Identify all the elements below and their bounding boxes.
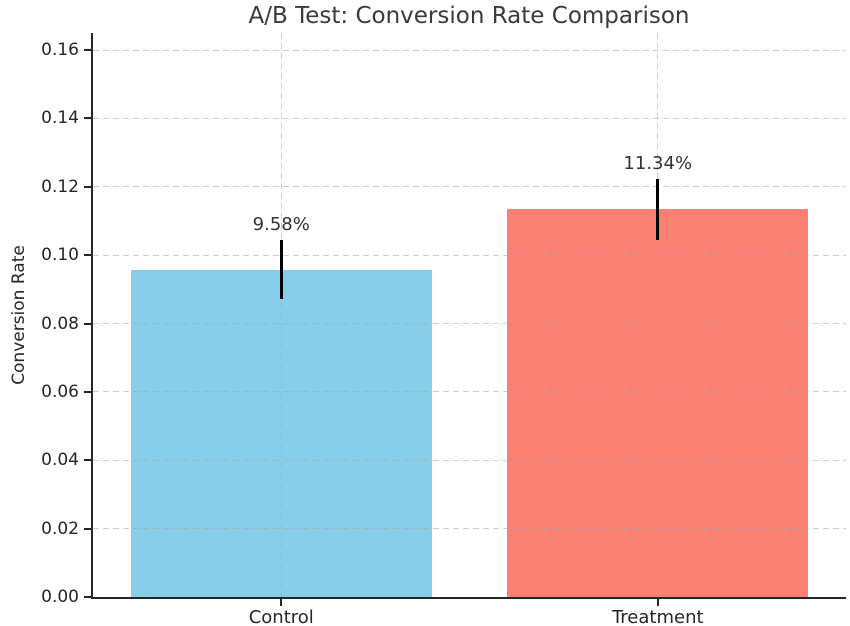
y-tick-mark: [84, 254, 91, 257]
x-tick-label-treatment: Treatment: [611, 607, 704, 626]
gridline-horizontal: [93, 117, 846, 119]
y-tick-label: 0.12: [41, 176, 79, 197]
y-tick-label: 0.06: [41, 381, 79, 402]
gridline-horizontal: [93, 459, 846, 461]
gridline-horizontal: [93, 49, 846, 51]
x-axis-spine: [91, 597, 846, 599]
x-tick-mark: [280, 599, 283, 606]
gridline-horizontal: [93, 186, 846, 188]
error-bar-treatment: [656, 178, 660, 241]
y-tick-label: 0.00: [41, 587, 79, 607]
gridline-horizontal: [93, 254, 846, 256]
y-tick-label: 0.14: [41, 108, 79, 129]
plot-area: 0.00 0.02 0.04 0.06 0.08 0.10 0.12 0.14 0.16 9.58…: [41, 33, 846, 626]
y-tick-mark: [84, 596, 91, 598]
y-tick-mark: [84, 117, 91, 120]
y-tick-mark: [84, 49, 91, 52]
x-tick-mark: [656, 599, 659, 606]
y-tick-label: 0.16: [41, 40, 79, 61]
gridline-vertical: [657, 33, 659, 597]
error-bar-control: [279, 240, 283, 299]
y-tick-mark: [84, 390, 91, 393]
y-tick-label: 0.08: [41, 313, 79, 334]
chart-title: A/B Test: Conversion Rate Comparison: [248, 3, 690, 29]
y-tick-label: 0.02: [41, 518, 79, 539]
y-axis-spine: [91, 33, 93, 599]
gridline-vertical: [280, 33, 282, 597]
gridline-horizontal: [93, 391, 846, 393]
value-label-control: 9.58%: [252, 214, 310, 236]
gridline-horizontal: [93, 528, 846, 530]
y-axis-label: Conversion Rate: [9, 245, 29, 385]
y-tick-mark: [84, 185, 91, 188]
x-tick-label-control: Control: [248, 607, 314, 626]
y-tick-label: 0.10: [41, 245, 79, 266]
y-tick-mark: [84, 527, 91, 530]
gridline-horizontal: [93, 323, 846, 325]
y-tick-mark: [84, 459, 91, 462]
y-tick-label: 0.04: [41, 450, 79, 471]
y-tick-mark: [84, 322, 91, 325]
value-label-treatment: 11.34%: [623, 152, 693, 174]
